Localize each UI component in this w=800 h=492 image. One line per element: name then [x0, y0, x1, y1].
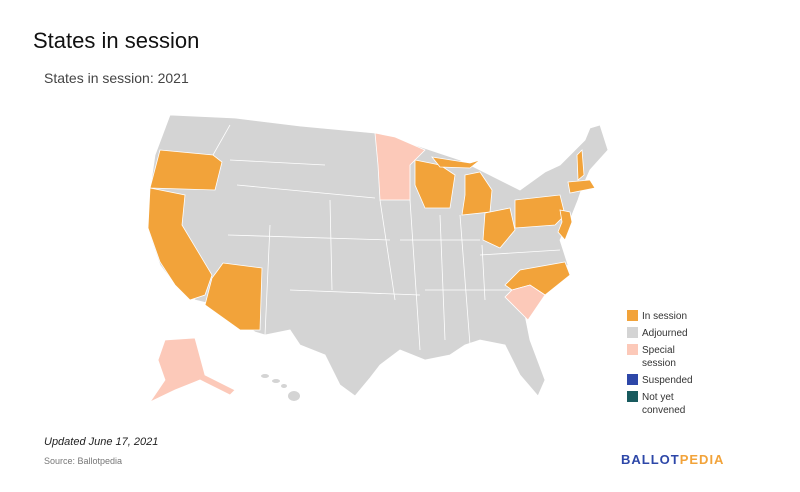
subtitle: States in session: 2021	[44, 70, 189, 86]
state	[482, 207, 516, 249]
legend-label: Not yet convened	[642, 392, 685, 416]
legend-label: Suspended	[642, 375, 693, 386]
state	[148, 337, 236, 404]
state-borders	[212, 124, 561, 351]
logo: BALLOTPEDIA	[621, 452, 724, 467]
legend-label-line: session	[642, 358, 676, 369]
state	[147, 187, 213, 301]
state	[374, 132, 426, 201]
state	[149, 149, 223, 191]
source: Source: Ballotpedia	[44, 456, 122, 466]
legend-label-line: convened	[642, 405, 685, 416]
title: States in session	[33, 28, 199, 53]
logo-first: BALLOT	[621, 452, 680, 467]
legend-swatch	[627, 391, 638, 402]
legend-label-line: Not yet	[642, 392, 674, 403]
state	[557, 209, 573, 241]
legend-label: Adjourned	[642, 328, 688, 339]
legend-label: In session	[642, 311, 687, 322]
hawaii	[261, 374, 300, 401]
state	[431, 156, 481, 169]
legend-label-line: Special	[642, 345, 675, 356]
legend-swatch	[627, 327, 638, 338]
us-map	[147, 114, 609, 404]
state	[504, 284, 546, 321]
legend-swatch	[627, 374, 638, 385]
legend-label: Special session	[642, 345, 676, 369]
state	[514, 194, 566, 229]
updated-note: Updated June 17, 2021	[44, 436, 158, 448]
legend: In session Adjourned Special session Suspend…	[627, 310, 693, 416]
legend-swatch	[627, 310, 638, 321]
state	[567, 179, 596, 194]
lower-48	[147, 114, 609, 397]
state	[204, 262, 263, 331]
logo-second: PEDIA	[680, 452, 725, 467]
legend-swatch	[627, 344, 638, 355]
state	[576, 149, 585, 181]
